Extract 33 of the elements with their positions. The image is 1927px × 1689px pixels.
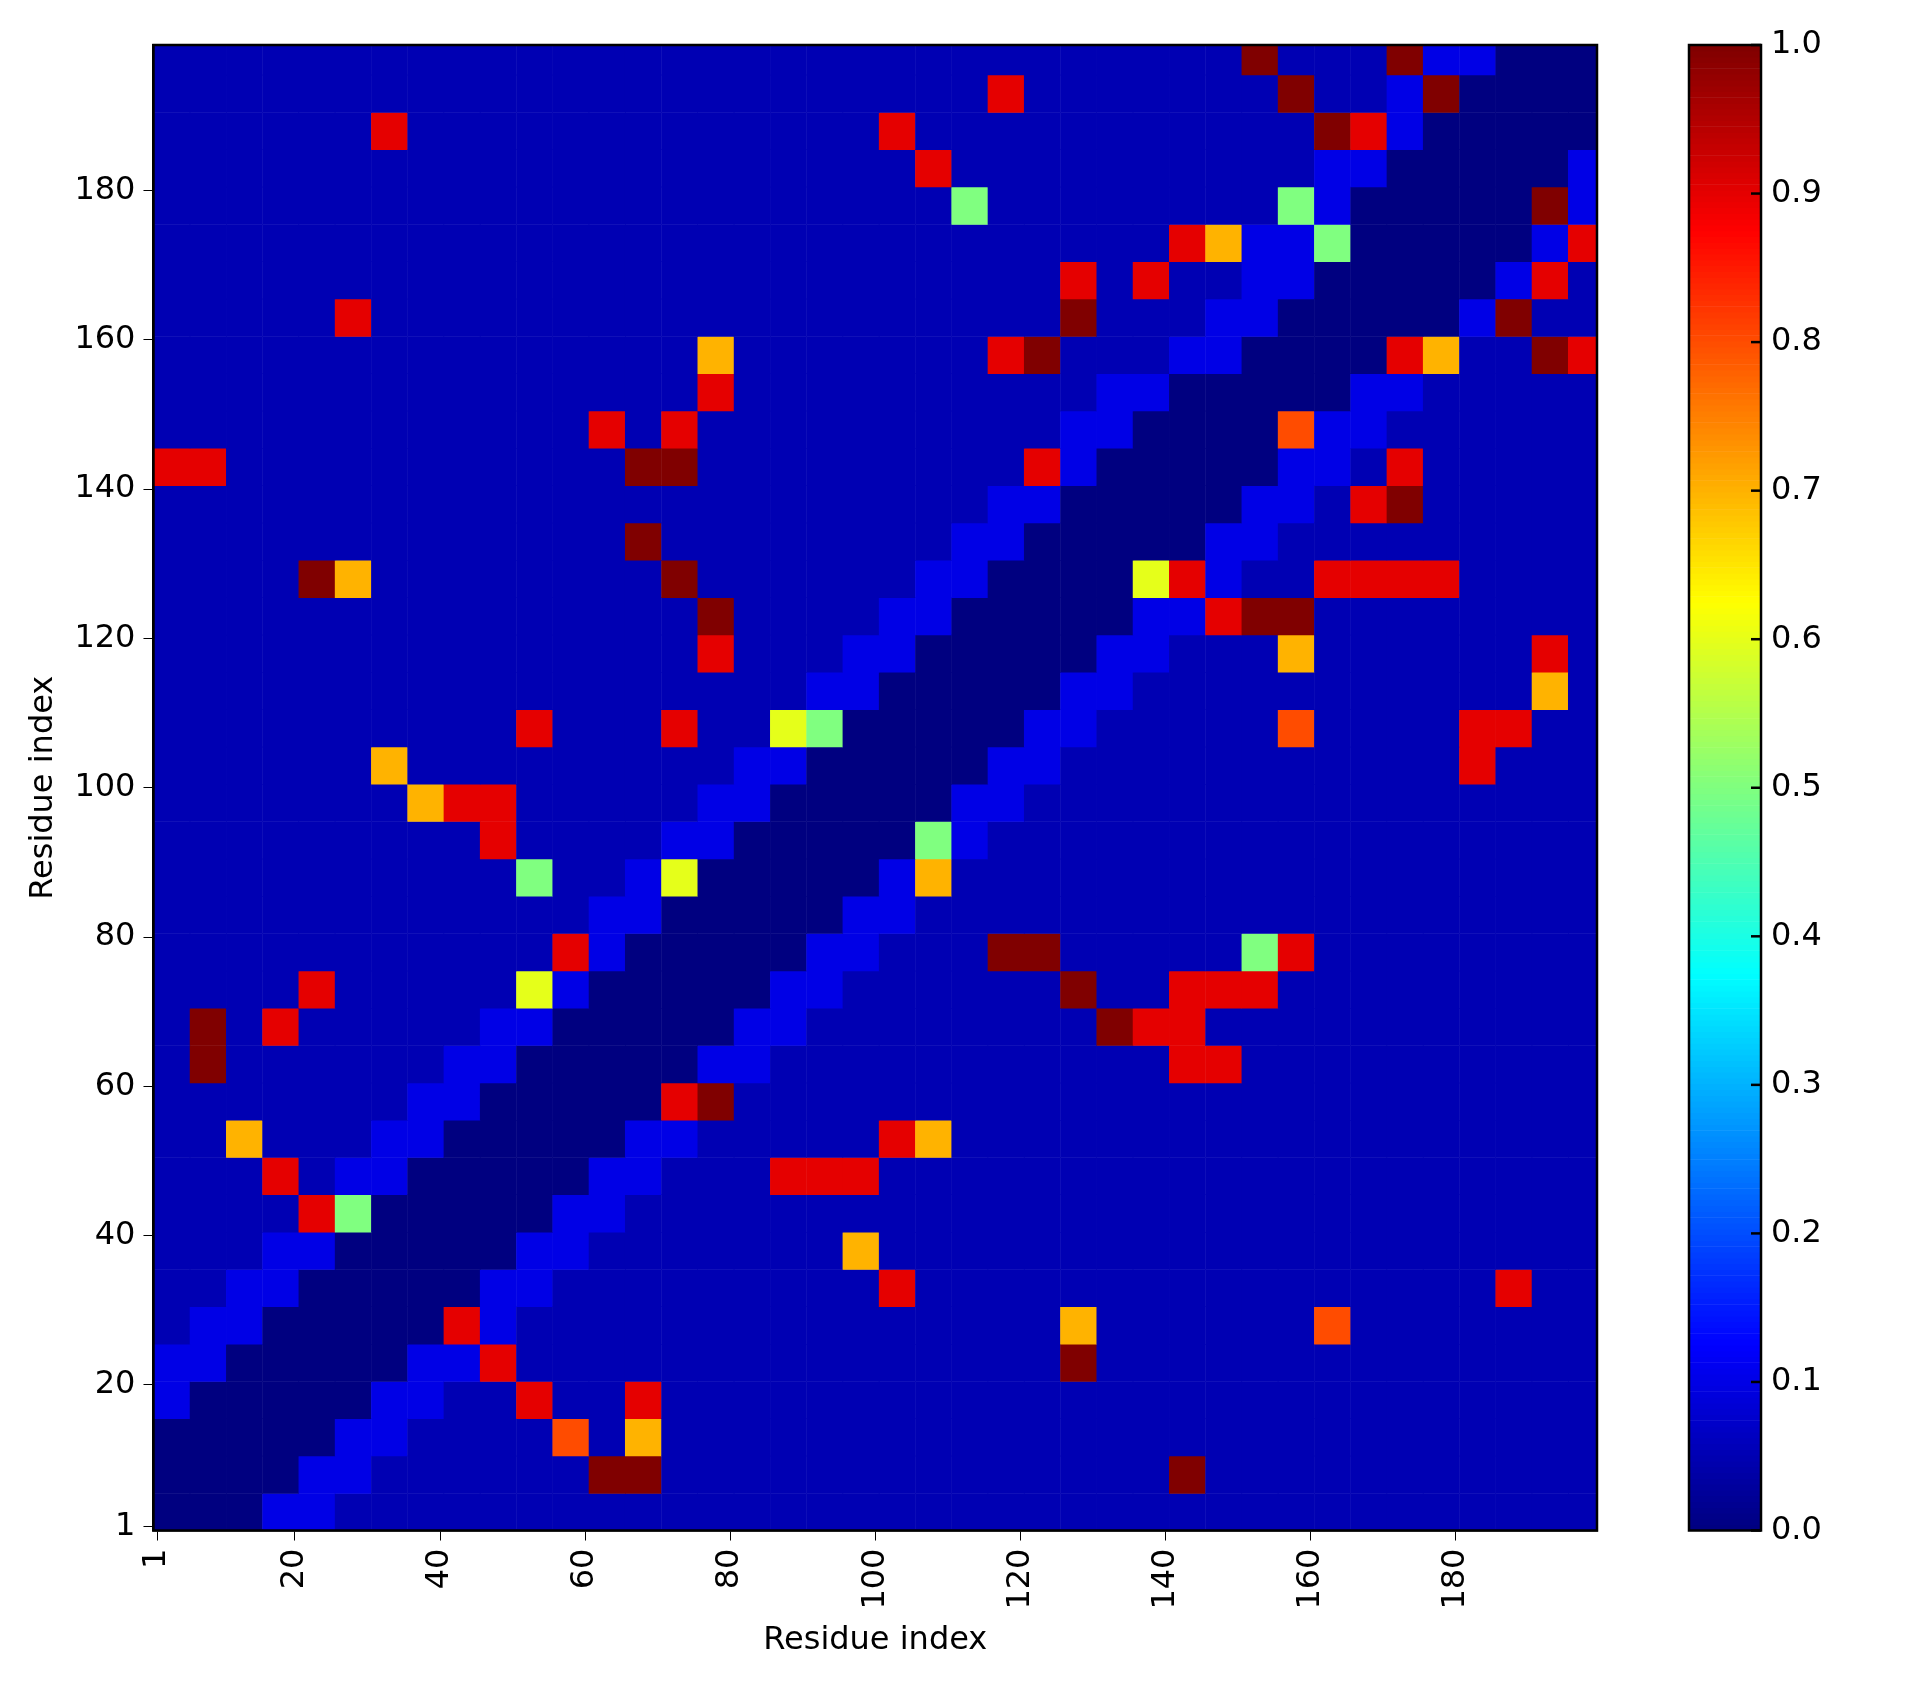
y-tick-label: 160 — [74, 318, 136, 357]
color-bar-label: 0.7 — [1771, 468, 1822, 507]
y-tick-label: 40 — [94, 1213, 136, 1252]
y-tick-label: 180 — [74, 168, 136, 207]
x-tick-label: 180 — [1433, 1548, 1472, 1610]
y-tick-label: 100 — [74, 766, 136, 805]
color-bar-label: 0.3 — [1771, 1063, 1822, 1102]
color-bar-label: 0.6 — [1771, 617, 1822, 656]
color-bar-label: 1.0 — [1771, 23, 1822, 62]
x-tick-label: 80 — [708, 1548, 747, 1590]
x-tick-label: 40 — [418, 1548, 457, 1590]
color-bar-label: 0.1 — [1771, 1360, 1822, 1399]
y-tick-label: 80 — [94, 915, 136, 954]
color-bar-label: 0.2 — [1771, 1211, 1822, 1250]
x-tick-label: 1 — [135, 1548, 174, 1569]
x-tick-label: 20 — [273, 1548, 312, 1590]
x-axis-title: Residue index — [763, 1619, 988, 1658]
x-tick-label: 160 — [1288, 1548, 1327, 1610]
x-tick-label: 60 — [563, 1548, 602, 1590]
x-tick-label: 120 — [998, 1548, 1037, 1610]
color-bar-label: 0.4 — [1771, 914, 1822, 953]
y-tick-label: 20 — [94, 1363, 136, 1402]
color-bar-label: 0.9 — [1771, 171, 1822, 210]
x-tick-label: 100 — [853, 1548, 892, 1610]
color-bar-label: 0.8 — [1771, 320, 1822, 359]
x-tick-label: 140 — [1143, 1548, 1182, 1610]
y-tick-label: 140 — [74, 467, 136, 506]
y-tick-label: 60 — [94, 1064, 136, 1103]
y-tick-label: 1 — [115, 1505, 136, 1544]
y-axis-title: Residue index — [21, 675, 60, 900]
y-tick-label: 120 — [74, 616, 136, 655]
color-bar-label: 0.5 — [1771, 766, 1822, 805]
color-bar-label: 0.0 — [1771, 1508, 1822, 1547]
